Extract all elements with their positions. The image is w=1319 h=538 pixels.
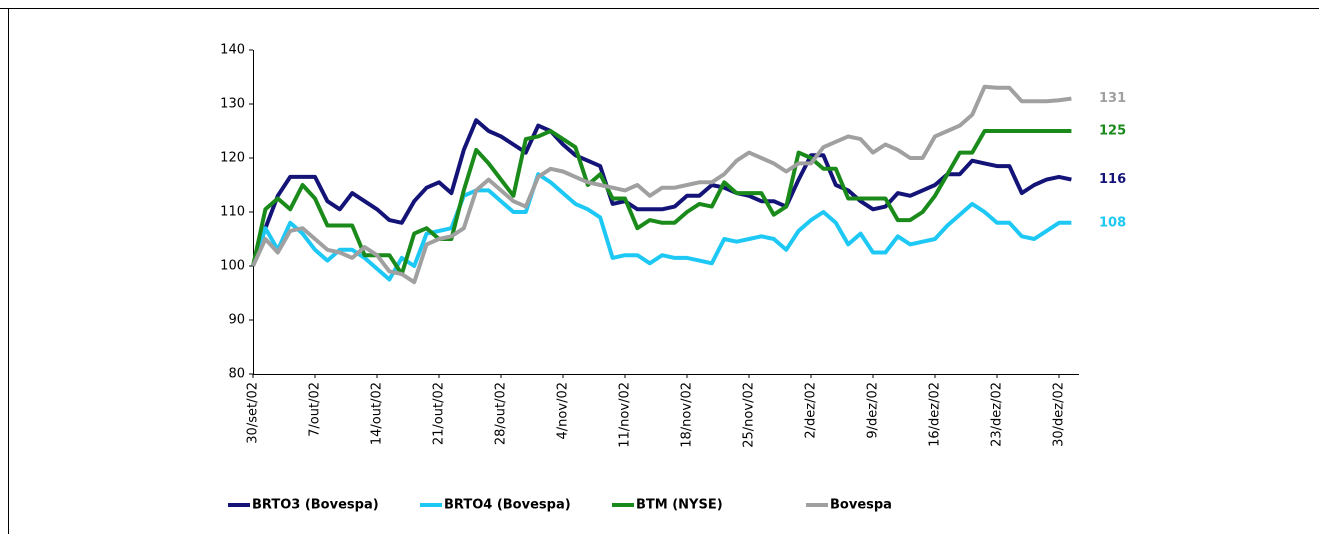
x-tick-label: 16/dez/02 [928,382,943,447]
y-tick-label: 120 [220,151,245,166]
end-label: 131 [1099,91,1126,106]
x-tick-label: 9/dez/02 [866,382,881,439]
x-tick-label: 2/dez/02 [804,382,819,439]
y-tick-label: 90 [228,313,245,328]
x-tick-label: 18/nov/02 [680,382,695,448]
legend-label: BTM (NYSE) [636,498,723,513]
end-label: 108 [1099,215,1126,230]
x-tick-label: 28/out/02 [494,382,509,445]
line-series [251,129,1072,277]
x-tick-label: 7/out/02 [308,382,323,437]
y-tick-label: 80 [228,367,245,382]
x-tick-label: 23/dez/02 [990,382,1005,447]
end-label: 125 [1099,124,1126,139]
y-tick-label: 140 [220,43,245,58]
line-series [251,118,1072,267]
x-tick-label: 25/nov/02 [742,382,757,448]
x-tick-label: 30/set/02 [246,382,261,444]
legend-label: BRTO3 (Bovespa) [252,498,379,513]
y-tick-label: 130 [220,97,245,112]
x-tick-label: 4/nov/02 [556,382,571,439]
y-tick-label: 100 [220,259,245,274]
y-tick-label: 110 [220,205,245,220]
line-series [251,84,1072,285]
x-tick-label: 30/dez/02 [1052,382,1067,447]
x-tick-label: 11/nov/02 [618,382,633,448]
legend-label: Bovespa [830,498,892,513]
x-tick-label: 14/out/02 [370,382,385,445]
x-tick-label: 21/out/02 [432,382,447,445]
line-series [251,172,1072,282]
legend-label: BRTO4 (Bovespa) [444,498,571,513]
end-label: 116 [1099,172,1126,187]
